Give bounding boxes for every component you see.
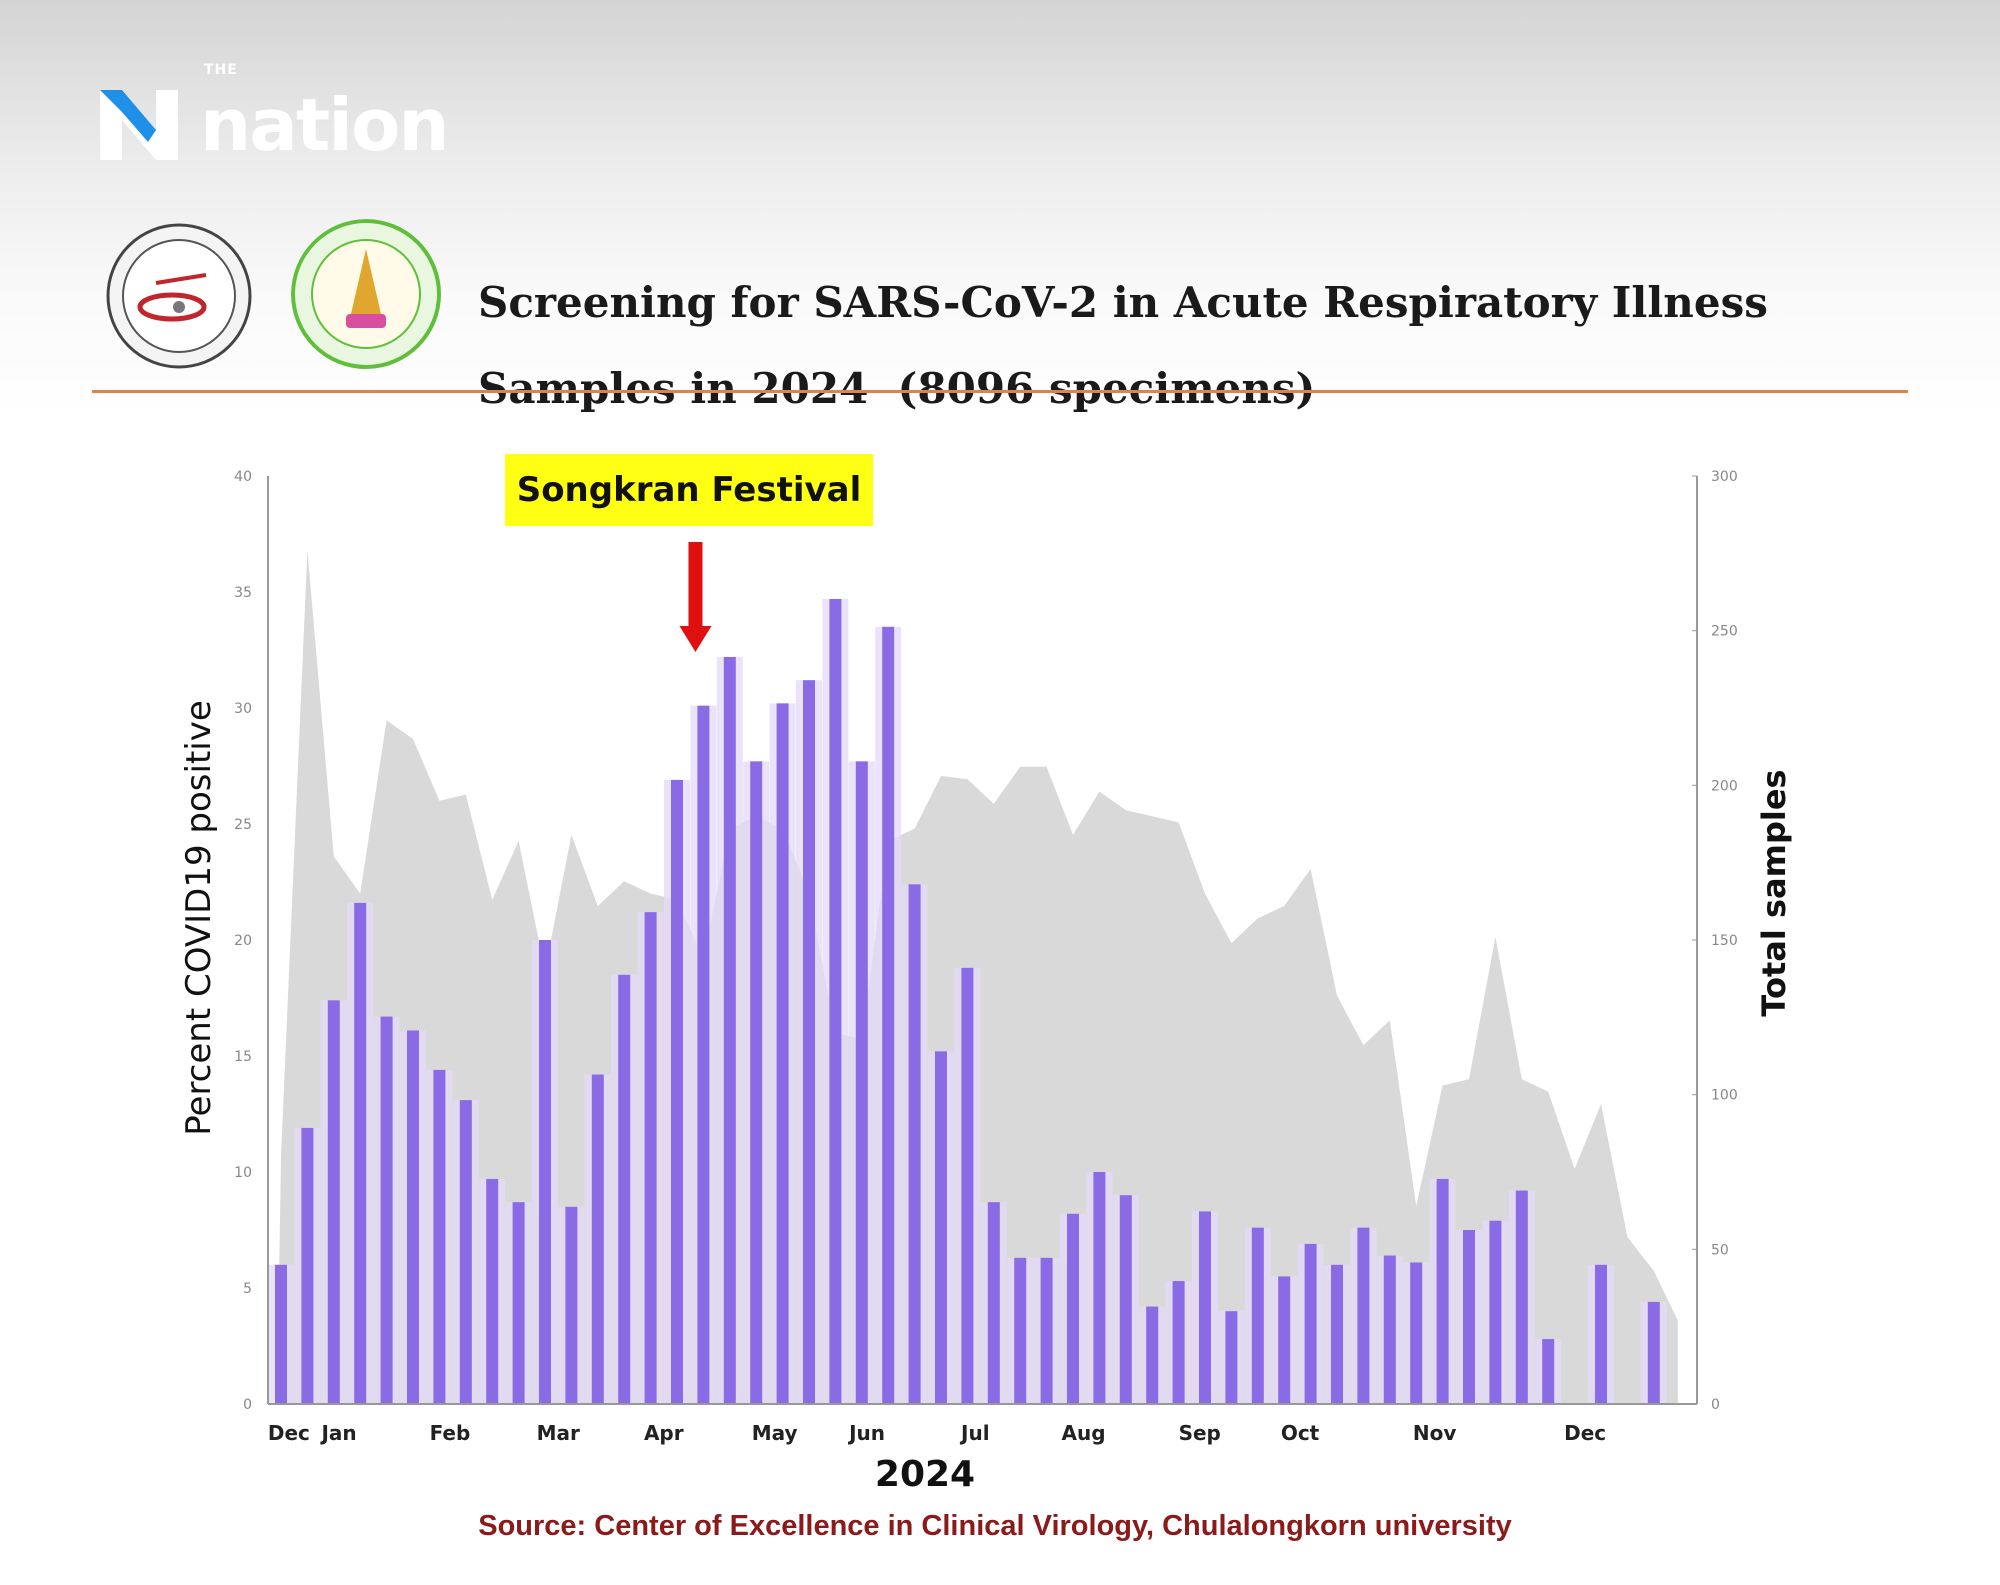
month-tick-label: Feb [430,1421,471,1445]
percent-positive-bar [1172,1281,1185,1404]
percent-positive-bar [301,1127,314,1404]
percent-positive-bar [591,1074,604,1404]
y-tick-label: 0 [243,1397,252,1413]
percent-positive-bar [1410,1262,1423,1404]
month-tick-label: Apr [644,1421,684,1445]
y-tick-label: 15 [234,1049,252,1065]
month-tick-label: Jul [959,1421,990,1445]
y-tick-label: 25 [234,817,252,833]
month-tick-label: Sep [1179,1421,1221,1445]
percent-positive-bar [908,884,921,1404]
month-tick-label: Jan [319,1421,356,1445]
percent-positive-bar [697,705,710,1404]
virology-center-seal-icon [106,223,252,369]
percent-positive-bar [1304,1243,1317,1404]
month-tick-label: Jun [847,1421,885,1445]
month-tick-label: Mar [537,1421,580,1445]
percent-positive-bar [1199,1211,1211,1404]
percent-positive-bar [565,1206,578,1404]
percent-positive-bar [407,1030,419,1404]
percent-positive-bar [618,974,631,1404]
percent-positive-bar [1146,1306,1159,1404]
percent-positive-bar [1067,1213,1079,1404]
month-tick-label: Oct [1281,1421,1320,1445]
percent-positive-bar [1463,1230,1475,1404]
percent-positive-bar [486,1178,499,1404]
month-tick-label: Nov [1413,1421,1457,1445]
percent-positive-bar [723,656,736,1404]
percent-positive-bar [987,1202,1000,1404]
month-tick-label: Dec [1564,1421,1606,1445]
percent-positive-bar [1383,1255,1396,1404]
percent-positive-bar [961,967,974,1404]
percent-positive-bar [1436,1178,1449,1404]
percent-positive-bar [750,761,763,1404]
songkran-callout: Songkran Festival [505,454,873,526]
percent-positive-bar [1119,1195,1132,1404]
chart-title-line1: Screening for SARS-CoV-2 in Acute Respir… [478,278,1768,327]
logo-word: nation [200,83,450,167]
y2-tick-label: 250 [1711,624,1738,640]
y-tick-label: 35 [234,585,252,601]
month-tick-label: Aug [1062,1421,1106,1445]
month-tick-label: Dec [268,1421,310,1445]
nation-n-icon [100,90,178,160]
percent-positive-bar [539,940,551,1404]
y2-tick-label: 200 [1711,778,1738,794]
percent-positive-bar [512,1202,525,1404]
y2-tick-label: 50 [1711,1242,1729,1258]
percent-positive-bar [1357,1227,1370,1404]
percent-positive-bar [855,761,868,1404]
y2-tick-label: 300 [1711,469,1738,485]
percent-positive-bar [459,1100,472,1404]
y-tick-label: 5 [243,1281,252,1297]
y-tick-label: 30 [234,701,252,717]
percent-positive-bar [1331,1264,1343,1404]
percent-positive-bar [1515,1190,1528,1404]
arrow-head [679,626,712,652]
percent-positive-bar [671,779,683,1404]
source-note: Source: Center of Excellence in Clinical… [478,1510,1512,1542]
chulalongkorn-seal-icon [291,219,441,369]
percent-positive-bar [935,1051,947,1404]
percent-positive-bar [829,598,842,1404]
percent-positive-bar [1278,1276,1291,1404]
percent-positive-bar [1040,1257,1053,1404]
percent-positive-bar [433,1069,446,1404]
chart-title-line2: Samples in 2024 (8096 specimens) [478,364,1316,413]
percent-positive-bar [1542,1339,1555,1404]
y2-tick-label: 0 [1711,1397,1720,1413]
y-tick-label: 40 [234,469,252,485]
percent-positive-bar [644,912,657,1404]
percent-positive-bar [1014,1257,1027,1404]
down-arrow-icon [679,542,712,652]
percent-positive-bar [327,1000,340,1404]
percent-positive-bar [803,680,815,1404]
x-axis-label: 2024 [875,1454,975,1495]
percent-positive-bar [275,1264,287,1404]
percent-positive-bar [1647,1301,1660,1404]
percent-positive-bar [1595,1264,1607,1404]
percent-positive-bar [380,1016,393,1404]
percent-positive-bar [882,626,895,1404]
month-tick-label: May [752,1421,798,1445]
logo-the-text: THE [204,62,238,78]
title-divider [92,390,1908,393]
arrow-shaft [688,542,703,628]
percent-positive-bar [776,703,789,1404]
percent-positive-bar [1093,1172,1106,1404]
y-tick-label: 20 [234,933,252,949]
percent-positive-bar [1489,1220,1502,1404]
y2-tick-label: 150 [1711,933,1738,949]
percent-positive-bar [1251,1227,1264,1404]
the-nation-logo: THE nation [100,62,450,167]
y2-tick-label: 100 [1711,1088,1738,1104]
percent-positive-bar [354,902,367,1404]
y-tick-label: 10 [234,1165,252,1181]
y2-axis-label: Total samples [1755,769,1793,1016]
percent-positive-bar [1225,1311,1238,1404]
y-axis-label: Percent COVID19 positive [179,700,219,1136]
